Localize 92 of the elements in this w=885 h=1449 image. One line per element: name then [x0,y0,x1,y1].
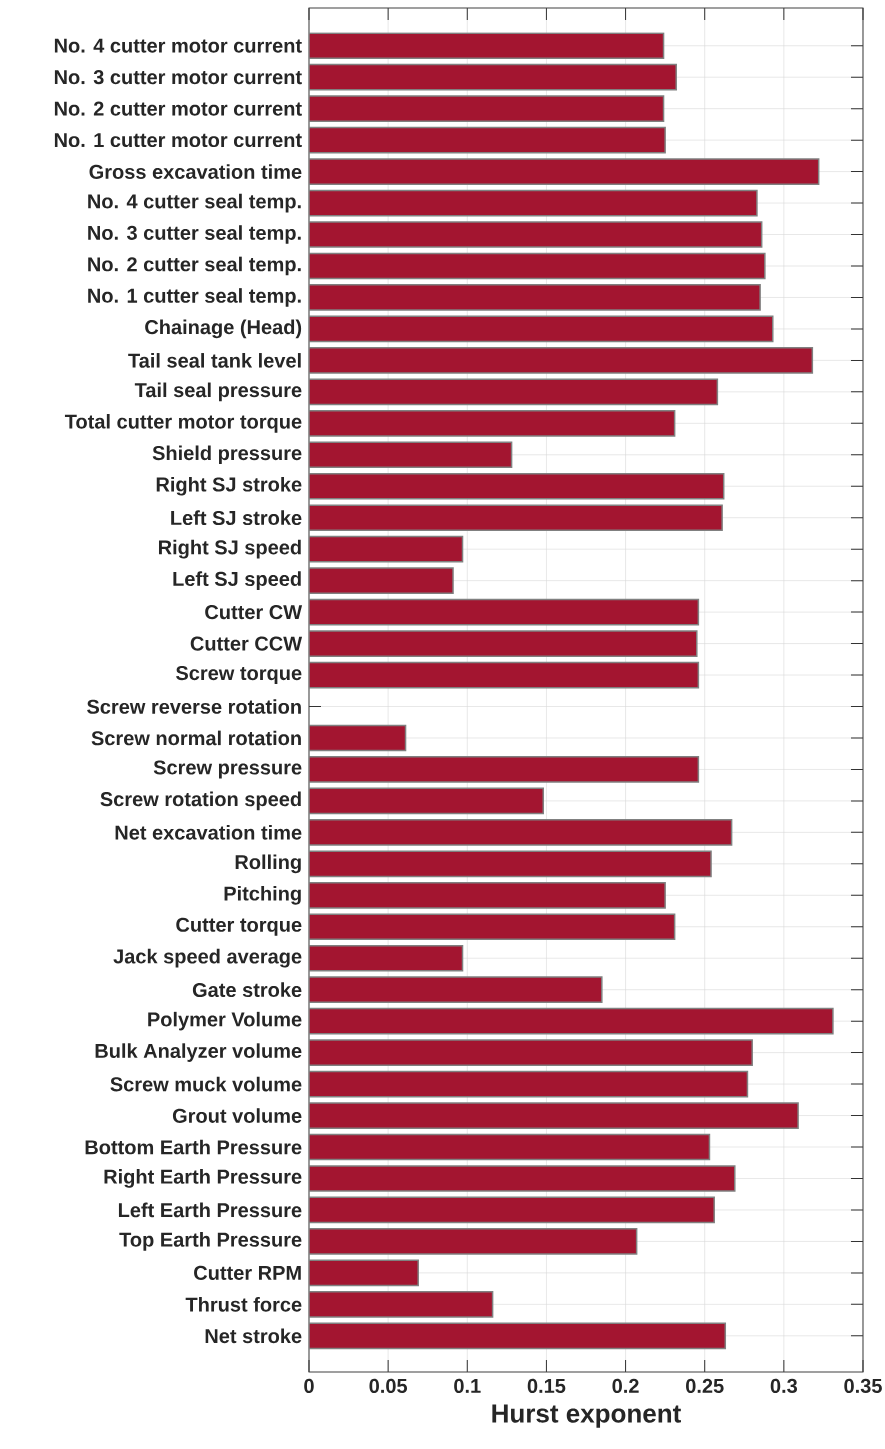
y-tick-label: Shield pressure [152,445,302,465]
y-tick-label: Cutter torque [176,917,302,936]
bar [309,1039,753,1066]
bar [309,409,676,437]
y-tick-label: Screw reverse rotation [87,699,301,714]
bar [309,630,698,657]
y-tick-label: Screw rotation speed [100,791,301,811]
bar [309,1165,736,1192]
bar [309,126,666,154]
y-tick-label: No. 2 cutter motor current [54,101,302,116]
x-tick-label: 0.3 [770,1378,798,1394]
bar [309,95,665,122]
y-tick-label: Net stroke [205,1328,302,1344]
y-tick-label: Jack speed average [113,948,302,968]
bar [309,913,676,941]
bar [309,661,700,689]
y-tick-label: Screw normal rotation [91,730,301,746]
y-tick-label: Bulk Analyzer volume [95,1043,302,1062]
y-tick-label: Cutter CCW [190,636,303,651]
bar [309,724,407,752]
y-tick-label: Bottom Earth Pressure [85,1139,302,1155]
bar [309,567,454,594]
y-tick-label: Chainage (Head) [145,319,302,339]
y-tick-label: Screw pressure [153,760,302,779]
bar [309,756,700,783]
bar [309,598,700,626]
bar [309,378,719,406]
y-tick-label: Net excavation time [115,825,302,840]
bar [309,1102,799,1129]
y-tick-label: No. 3 cutter seal temp. [88,225,301,244]
bar [309,504,723,532]
bar [309,32,665,60]
bar [309,535,464,563]
y-tick-label: Top Earth Pressure [119,1232,302,1251]
y-tick-label: Left Earth Pressure [118,1202,302,1218]
bar [309,1228,638,1255]
bar [309,787,545,815]
y-tick-label: No. 1 cutter motor current [54,133,302,148]
bar [309,472,725,500]
y-tick-label: Gate stroke [192,982,302,998]
bar [309,881,666,909]
bar [309,944,464,972]
bar [309,252,766,280]
x-tick-label: 0.25 [686,1378,724,1394]
x-tick-label: 0 [304,1378,314,1394]
bar [309,315,774,343]
bar [309,1133,711,1161]
y-tick-label: Pitching [224,885,301,905]
y-tick-label: Left SJ stroke [171,510,302,526]
bar [309,284,761,311]
y-tick-label: Cutter RPM [194,1265,301,1280]
bar [309,441,513,469]
bar [309,189,758,217]
bar [309,976,603,1004]
y-tick-label: No. 4 cutter seal temp. [88,193,301,213]
y-tick-label: Screw torque [176,665,302,685]
bar [309,1007,834,1035]
bar [309,347,814,374]
y-tick-label: Screw muck volume [110,1076,302,1092]
y-tick-label: Polymer Volume [148,1011,302,1031]
bar [309,1259,419,1287]
y-tick-label: Rolling [235,854,301,874]
x-tick-label: 0.2 [612,1378,639,1394]
y-tick-label: Tail seal tank level [128,353,301,368]
bar [309,1291,494,1318]
x-tick-label: 0.35 [844,1378,882,1394]
x-tick-label: 0.1 [454,1378,481,1394]
bar [309,850,712,878]
x-axis-title: Hurst exponent [492,1404,681,1428]
y-tick-label: No. 4 cutter motor current [54,38,302,53]
y-tick-label: No. 3 cutter motor current [54,70,302,85]
y-tick-label: Right SJ speed [158,539,301,559]
y-tick-label: Tail seal pressure [134,382,302,402]
y-tick-label: Cutter CW [205,605,303,620]
y-tick-label: Right Earth Pressure [104,1169,302,1188]
y-tick-label: Total cutter motor torque [64,414,302,433]
x-tick-label: 0.05 [369,1378,408,1394]
y-tick-label: No. 2 cutter seal temp. [88,256,301,276]
y-tick-label: Thrust force [185,1297,302,1312]
bar [309,221,763,248]
bar [309,1196,715,1224]
y-tick-label: No. 1 cutter seal temp. [88,288,301,307]
bar [309,63,677,91]
x-tick-label: 0.15 [527,1378,566,1394]
bar [309,819,733,846]
y-tick-label: Grout volume [172,1108,302,1123]
y-tick-label: Right SJ stroke [156,476,302,496]
y-tick-label: Gross excavation time [89,164,302,179]
y-tick-label: Left SJ speed [173,571,301,590]
bar [309,1322,727,1350]
bar [309,1070,749,1098]
bar [309,158,820,185]
